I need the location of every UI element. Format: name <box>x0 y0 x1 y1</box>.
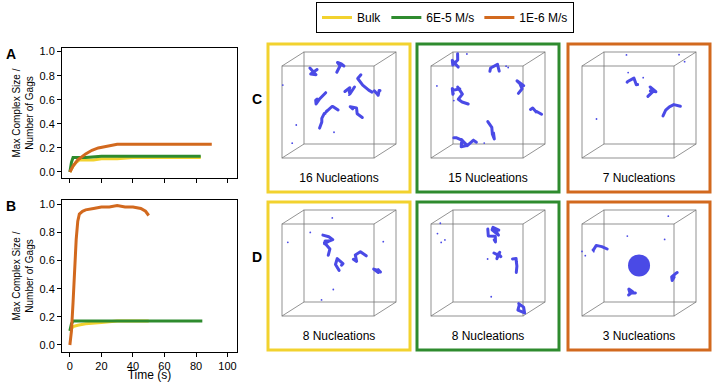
svg-text:0.8: 0.8 <box>40 226 55 238</box>
svg-text:80: 80 <box>190 360 202 372</box>
svg-text:0.6: 0.6 <box>40 94 55 106</box>
svg-text:D: D <box>252 249 262 265</box>
svg-text:0.2: 0.2 <box>40 142 55 154</box>
svg-text:0: 0 <box>67 360 73 372</box>
svg-text:3 Nucleations: 3 Nucleations <box>603 329 676 343</box>
svg-text:Bulk: Bulk <box>357 11 381 25</box>
svg-text:16 Nucleations: 16 Nucleations <box>299 171 378 185</box>
svg-text:20: 20 <box>95 360 107 372</box>
svg-text:C: C <box>252 91 262 107</box>
svg-text:0.0: 0.0 <box>40 339 55 351</box>
svg-text:1E-6 M/s: 1E-6 M/s <box>519 11 567 25</box>
svg-text:1.0: 1.0 <box>40 45 55 57</box>
svg-text:0.4: 0.4 <box>40 283 55 295</box>
svg-text:Time (s): Time (s) <box>128 368 172 382</box>
svg-text:A: A <box>6 46 16 62</box>
svg-text:8 Nucleations: 8 Nucleations <box>303 329 376 343</box>
svg-text:100: 100 <box>218 360 236 372</box>
svg-text:40: 40 <box>127 360 139 372</box>
svg-text:Max Complex Size /Number of Ga: Max Complex Size /Number of Gags <box>11 68 35 157</box>
svg-text:60: 60 <box>158 360 170 372</box>
svg-text:1.0: 1.0 <box>40 198 55 210</box>
svg-text:0.0: 0.0 <box>40 166 55 178</box>
svg-text:7 Nucleations: 7 Nucleations <box>603 171 676 185</box>
svg-text:15 Nucleations: 15 Nucleations <box>448 171 527 185</box>
svg-text:0.4: 0.4 <box>40 118 55 130</box>
svg-text:B: B <box>6 198 16 214</box>
svg-text:0.2: 0.2 <box>40 311 55 323</box>
svg-text:Max Complex Size /Number of Ga: Max Complex Size /Number of Gags <box>11 231 35 320</box>
svg-text:0.8: 0.8 <box>40 70 55 82</box>
svg-text:6E-5 M/s: 6E-5 M/s <box>426 11 474 25</box>
svg-text:0.6: 0.6 <box>40 254 55 266</box>
svg-text:8 Nucleations: 8 Nucleations <box>452 329 525 343</box>
